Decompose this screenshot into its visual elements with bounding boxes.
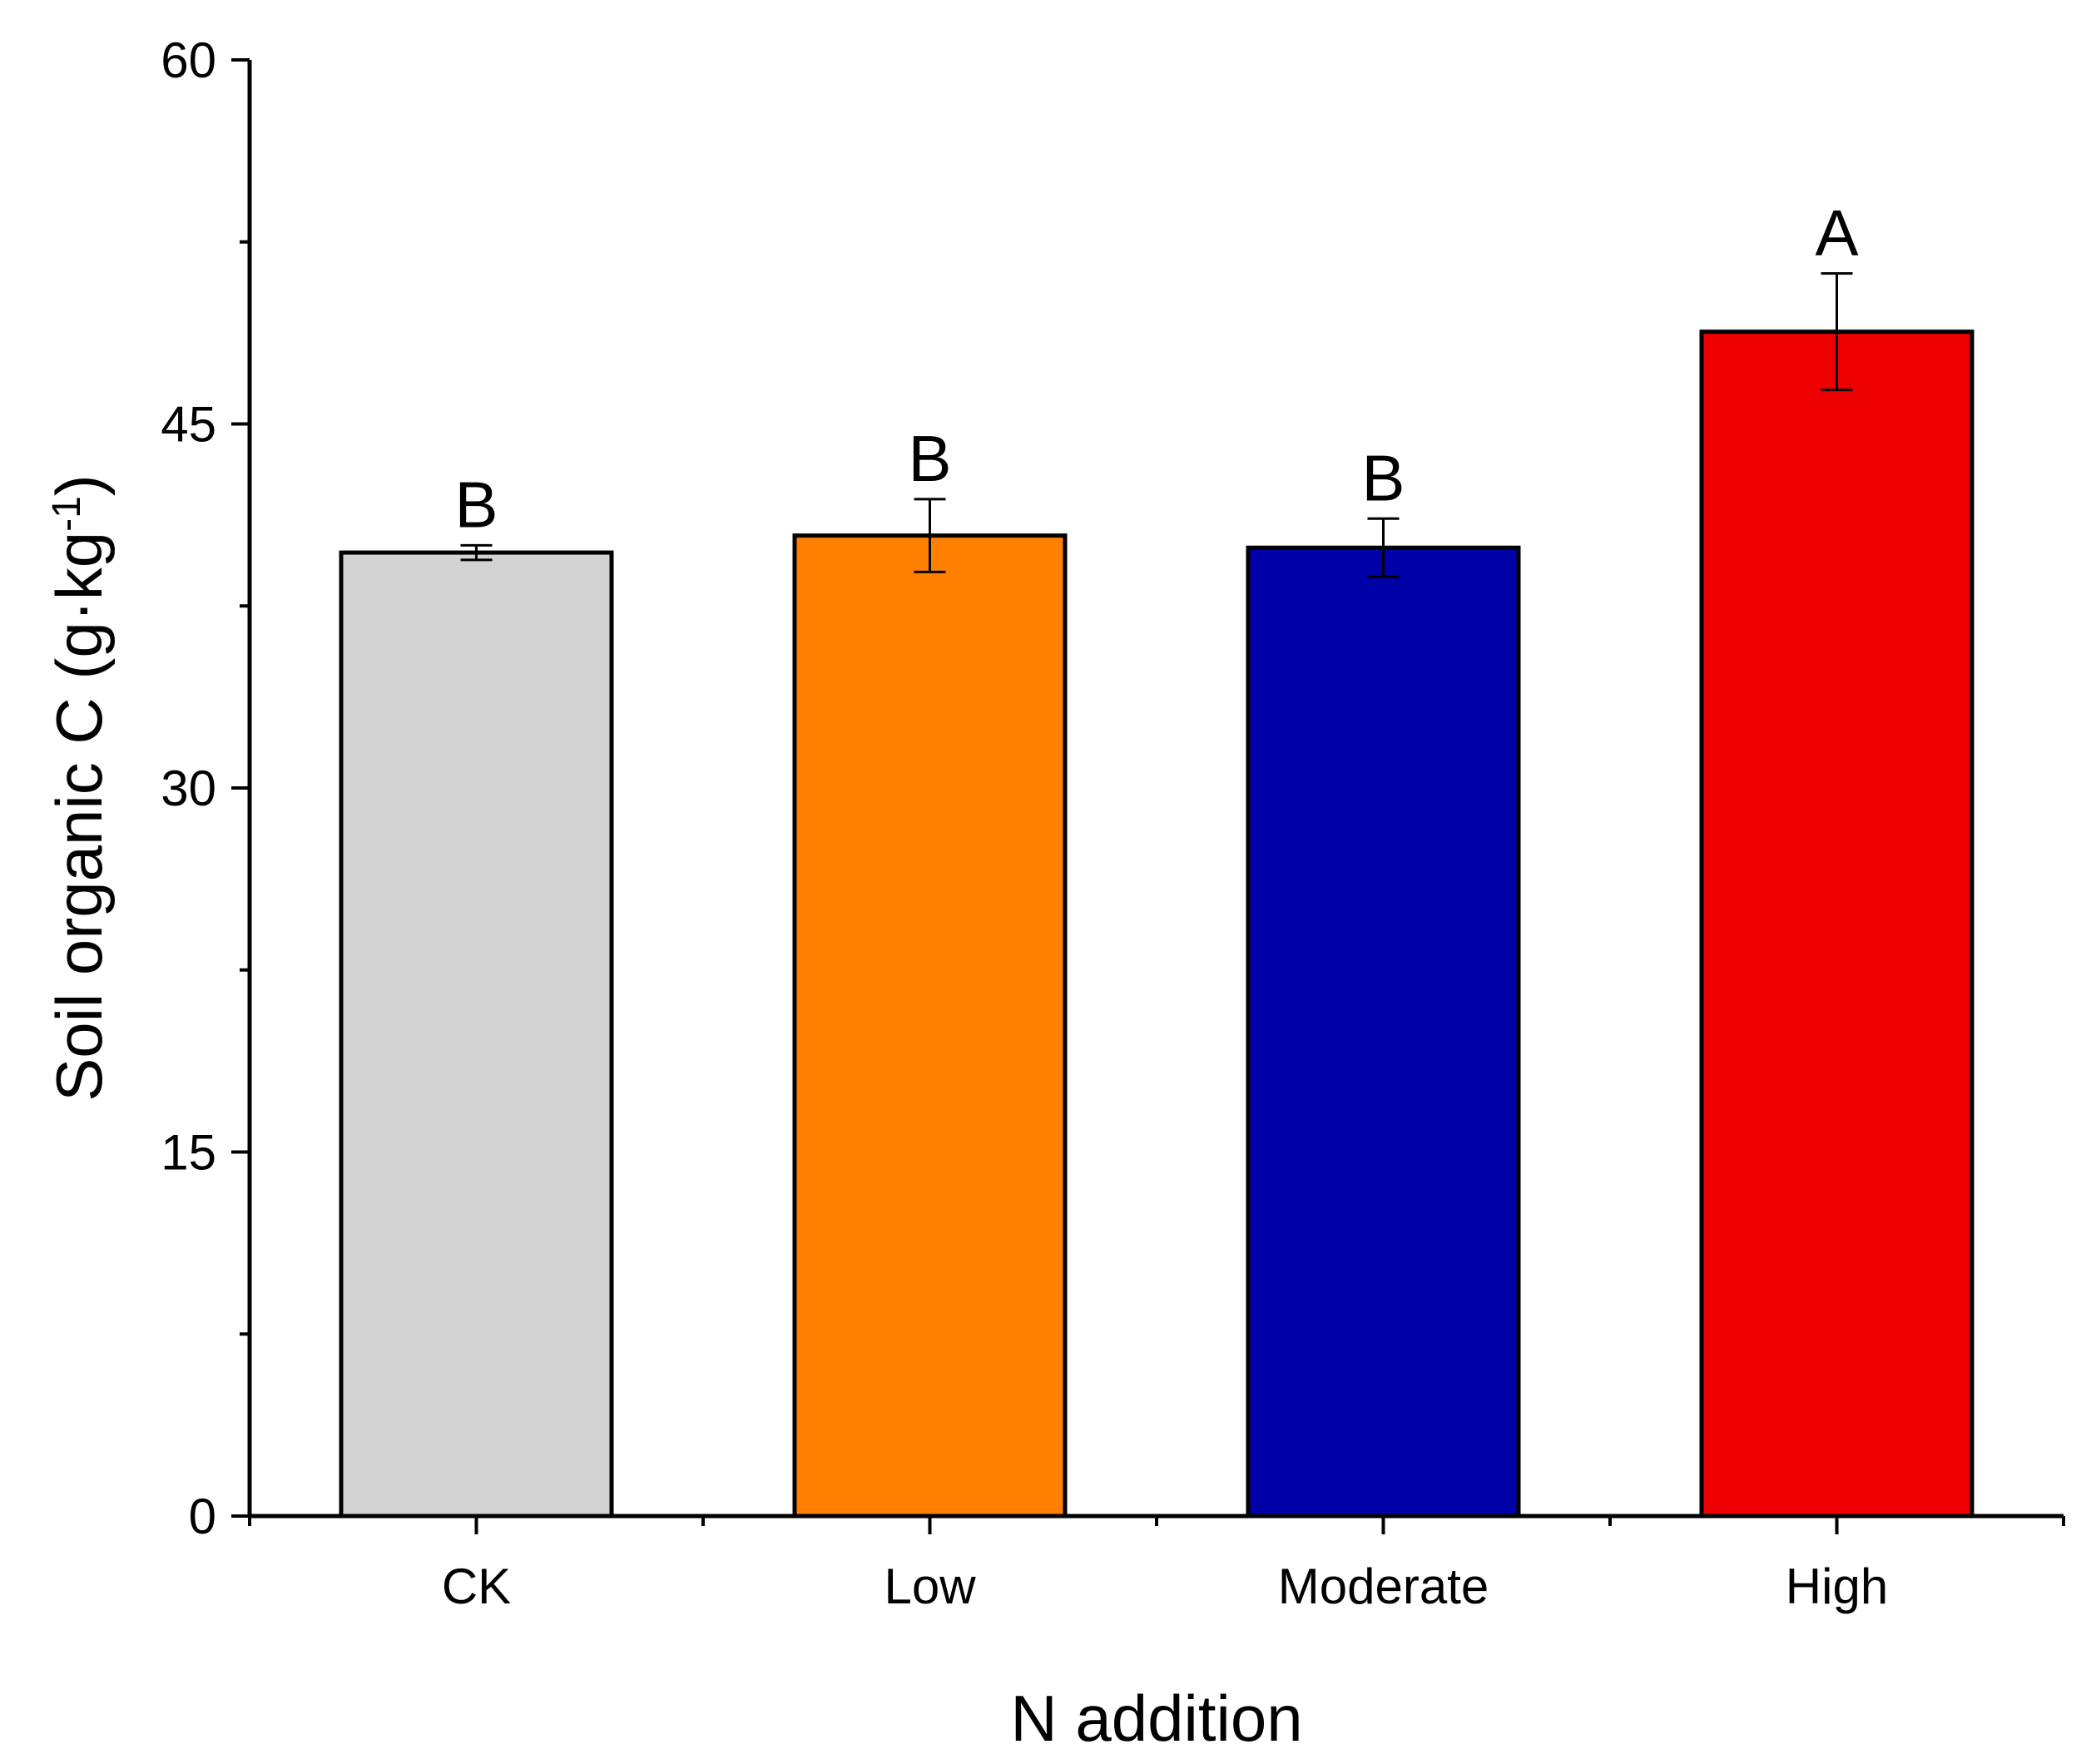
y-axis-title: Soil organic C (g·kg-1)	[42, 474, 116, 1102]
x-tick-label: Low	[884, 1558, 976, 1614]
y-ticks-layer: 0 15 30 45 60	[161, 32, 250, 1544]
error-bar-high	[1821, 272, 1853, 392]
significance-label: B	[454, 468, 498, 541]
error-bar-ck	[460, 543, 493, 562]
x-tick-label: CK	[442, 1558, 511, 1614]
y-tick-label: 15	[161, 1125, 216, 1181]
y-tick-label: 45	[161, 397, 216, 453]
error-bars-layer	[460, 272, 1853, 578]
significance-label: B	[908, 422, 951, 495]
x-axis-title: N addition	[1010, 1682, 1302, 1755]
significance-label: A	[1815, 196, 1858, 270]
bar-moderate	[1246, 545, 1521, 1519]
bars-layer	[339, 330, 1975, 1519]
error-bar-moderate	[1367, 517, 1400, 578]
bar-high	[1699, 330, 1975, 1519]
y-tick-label: 30	[161, 761, 216, 816]
bar-ck	[339, 550, 614, 1519]
y-axis-title-superscript: -1	[45, 496, 89, 532]
bar-low	[792, 533, 1068, 1519]
y-axis-title-close: )	[42, 474, 116, 496]
significance-labels-layer: B B B A	[454, 196, 1858, 542]
error-bar-low	[914, 498, 946, 573]
significance-label: B	[1361, 441, 1405, 514]
y-tick-label: 0	[189, 1489, 216, 1544]
x-tick-label: High	[1786, 1558, 1888, 1614]
y-tick-label: 60	[161, 32, 216, 88]
x-ticks-layer: CK Low Moderate High	[248, 1516, 2065, 1614]
y-axis-title-main: Soil organic C (g·kg	[42, 532, 116, 1102]
x-tick-label: Moderate	[1278, 1558, 1489, 1614]
